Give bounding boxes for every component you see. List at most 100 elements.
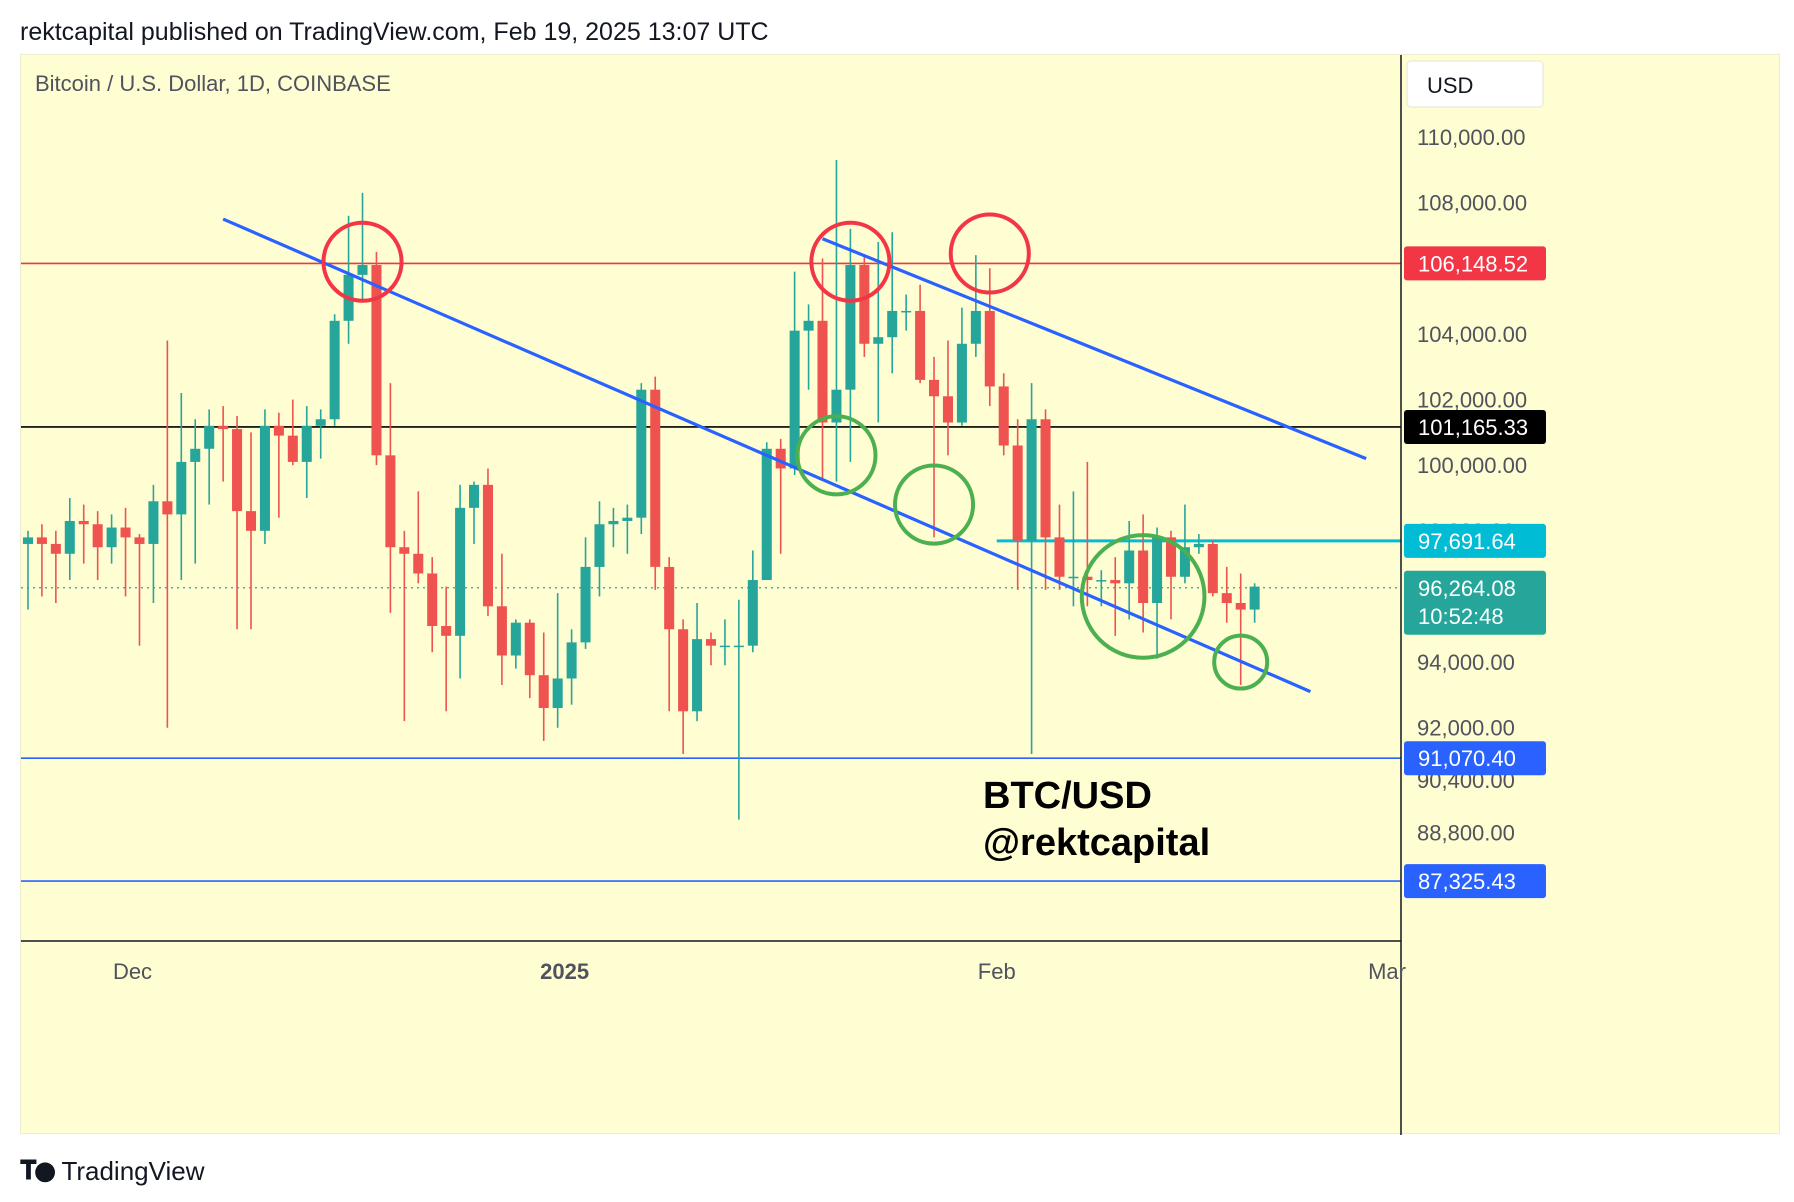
candle[interactable] [747, 550, 758, 653]
candle[interactable] [287, 399, 298, 466]
candle-body[interactable] [859, 265, 870, 344]
candle[interactable] [873, 242, 884, 423]
candle-body[interactable] [106, 527, 117, 548]
candle-body[interactable] [552, 678, 563, 709]
candle-body[interactable] [120, 527, 131, 538]
candle[interactable] [218, 406, 229, 482]
candle[interactable] [22, 530, 33, 610]
candle-body[interactable] [594, 524, 605, 567]
candle-body[interactable] [22, 537, 33, 544]
candle[interactable] [622, 504, 633, 554]
candle-body[interactable] [733, 645, 744, 648]
candle[interactable] [1235, 573, 1246, 686]
candle[interactable] [538, 632, 549, 741]
candle[interactable] [998, 373, 1009, 456]
trendline[interactable] [821, 237, 1367, 461]
candle[interactable] [441, 586, 452, 712]
candle[interactable] [496, 553, 507, 686]
candle[interactable] [901, 294, 912, 331]
candle-body[interactable] [469, 484, 480, 508]
candle[interactable] [343, 215, 354, 344]
candle[interactable] [413, 491, 424, 584]
candle[interactable] [204, 409, 215, 505]
candle[interactable] [455, 484, 466, 679]
candle-body[interactable] [441, 625, 452, 636]
candle-body[interactable] [1124, 550, 1135, 584]
candle[interactable] [678, 619, 689, 754]
candle-body[interactable] [50, 543, 61, 554]
candlestick-chart[interactable]: 110,000.00 108,000.00 104,000.00 102,000.00… [21, 55, 1781, 1135]
candle[interactable] [789, 271, 800, 476]
candle-body[interactable] [929, 379, 940, 397]
candle[interactable] [929, 356, 940, 538]
candle-body[interactable] [789, 330, 800, 469]
candle[interactable] [176, 392, 187, 581]
candle[interactable] [1221, 566, 1232, 623]
candle[interactable] [719, 619, 730, 666]
candle[interactable] [775, 438, 786, 554]
candle[interactable] [78, 504, 89, 564]
candle-body[interactable] [92, 524, 103, 548]
candle-body[interactable] [650, 389, 661, 567]
candle-body[interactable] [845, 265, 856, 390]
candle[interactable] [915, 284, 926, 384]
candle[interactable] [552, 593, 563, 728]
candle-body[interactable] [524, 622, 535, 676]
candle-body[interactable] [956, 343, 967, 423]
candle-body[interactable] [970, 310, 981, 344]
candle[interactable] [984, 268, 995, 407]
candle[interactable] [859, 255, 870, 357]
candle-body[interactable] [1165, 537, 1177, 577]
green-circle[interactable] [893, 463, 976, 546]
currency-button-label[interactable]: USD [1427, 73, 1473, 98]
candle[interactable] [1207, 540, 1218, 597]
candle-body[interactable] [1026, 419, 1037, 541]
candle-body[interactable] [64, 520, 75, 554]
candle-body[interactable] [608, 520, 619, 525]
green-circle[interactable] [795, 414, 878, 497]
candle[interactable] [566, 629, 577, 705]
candle[interactable] [1040, 409, 1051, 590]
candle[interactable] [427, 557, 438, 653]
candle-body[interactable] [1235, 603, 1246, 610]
candle-body[interactable] [1012, 445, 1023, 541]
candle[interactable] [845, 228, 856, 462]
candle[interactable] [134, 534, 145, 646]
candle-body[interactable] [566, 642, 577, 679]
candle-body[interactable] [747, 580, 758, 646]
candle[interactable] [1054, 504, 1065, 590]
candle-body[interactable] [1110, 580, 1121, 584]
candle[interactable] [329, 314, 340, 426]
candle-body[interactable] [761, 448, 772, 581]
candle[interactable] [524, 619, 535, 699]
candle-body[interactable] [887, 310, 898, 338]
candle-body[interactable] [36, 537, 47, 544]
candle[interactable] [817, 258, 828, 479]
candle-body[interactable] [259, 425, 270, 531]
candle[interactable] [469, 481, 480, 544]
candle-body[interactable] [1221, 593, 1232, 604]
candle-body[interactable] [1152, 537, 1163, 604]
candle-body[interactable] [1179, 547, 1190, 577]
candle-body[interactable] [1138, 550, 1149, 604]
candle-body[interactable] [162, 501, 173, 515]
candle[interactable] [64, 498, 75, 581]
candle-body[interactable] [538, 675, 549, 709]
candle[interactable] [942, 340, 953, 456]
candle-body[interactable] [692, 639, 703, 712]
candle-body[interactable] [413, 553, 424, 574]
candle[interactable] [664, 557, 675, 712]
candle-body[interactable] [1207, 543, 1218, 594]
candle[interactable] [162, 340, 173, 728]
candle[interactable] [761, 442, 772, 581]
candle-body[interactable] [803, 320, 814, 331]
candle[interactable] [301, 406, 312, 498]
candle[interactable] [1165, 530, 1177, 620]
footer-logo[interactable]: 𝐓● TradingView [20, 1156, 205, 1187]
candle-body[interactable] [245, 511, 257, 531]
candle[interactable] [148, 484, 159, 604]
candle[interactable] [608, 507, 619, 548]
candle-body[interactable] [1054, 537, 1065, 577]
candle-body[interactable] [148, 501, 159, 544]
candle-body[interactable] [664, 566, 675, 630]
